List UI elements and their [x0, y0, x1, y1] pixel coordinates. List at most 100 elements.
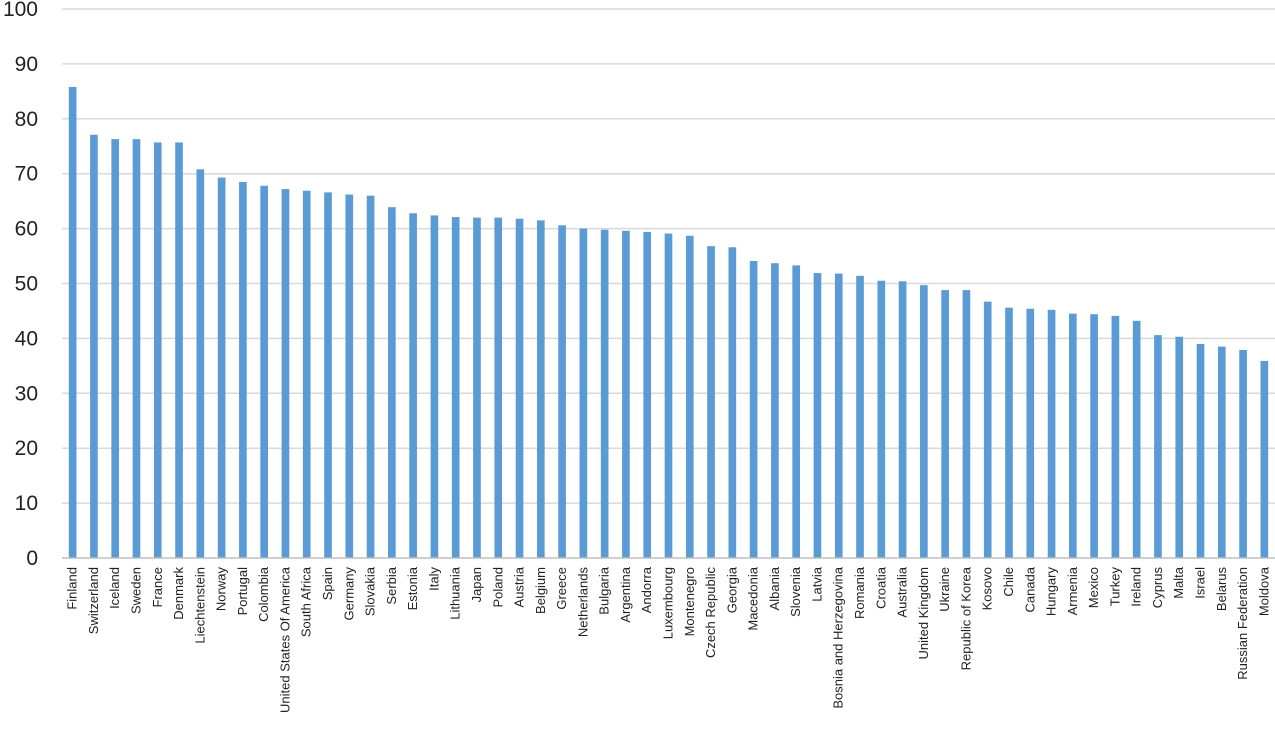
x-category-label: Australia: [895, 566, 910, 617]
x-category-label: Austria: [512, 566, 527, 607]
x-category-label: Sweden: [128, 567, 143, 614]
x-category-label: Georgia: [724, 566, 739, 613]
bar: [898, 281, 907, 558]
bar: [1047, 309, 1056, 558]
x-category-label: Armenia: [1065, 566, 1080, 615]
bar: [239, 181, 247, 558]
x-category-label: Bulgaria: [597, 566, 612, 614]
bar: [302, 190, 311, 558]
x-category-label: Ukraine: [937, 567, 952, 612]
y-tick-label: 100: [3, 0, 38, 21]
x-category-label: Macedonia: [746, 566, 761, 630]
x-category-label: Slovenia: [788, 566, 803, 617]
y-tick-label: 30: [15, 382, 38, 405]
bar: [409, 213, 417, 558]
x-category-label: Denmark: [171, 567, 186, 620]
bar: [1154, 335, 1162, 558]
x-category-label: Croatia: [873, 566, 888, 609]
bar: [856, 275, 864, 558]
x-category-label: Switzerland: [86, 567, 101, 634]
y-axis-ticks: 0 10 20 30 40 50 60 70 80 90 100: [3, 0, 38, 570]
x-category-label: United Kingdom: [916, 567, 931, 660]
x-category-label: Malta: [1171, 566, 1186, 599]
bar: [217, 177, 226, 558]
x-category-label: Japan: [469, 567, 484, 602]
bar: [771, 263, 779, 558]
x-category-label: Italy: [426, 567, 441, 591]
bar: [175, 142, 183, 559]
bar: [388, 207, 396, 558]
x-category-label: Slovakia: [363, 566, 378, 616]
bar: [622, 230, 630, 558]
x-category-label: Finland: [65, 567, 80, 610]
bar: [473, 217, 481, 558]
x-category-label: Albania: [767, 566, 782, 610]
y-tick-label: 0: [26, 547, 38, 570]
bar: [90, 134, 98, 558]
x-category-label: Latvia: [809, 566, 824, 601]
x-category-label: Spain: [320, 567, 335, 600]
bar: [1260, 360, 1269, 558]
bar: [1217, 346, 1226, 558]
x-category-label: Greece: [554, 567, 569, 610]
y-tick-label: 10: [15, 492, 38, 515]
bar: [132, 139, 141, 558]
x-category-label: Netherlands: [575, 567, 590, 638]
bar: [153, 142, 162, 559]
bar: [451, 217, 460, 559]
x-category-label: Poland: [490, 567, 505, 607]
x-category-label: Russian Federation: [1235, 567, 1250, 680]
bar: [515, 218, 524, 558]
bar: [1196, 343, 1205, 558]
bar: [941, 290, 949, 558]
bar: [281, 189, 290, 558]
x-category-label: Israel: [1193, 567, 1208, 599]
bar: [1005, 307, 1013, 558]
bar: [643, 231, 652, 559]
bar: [196, 169, 205, 559]
bar: [536, 220, 545, 559]
x-category-label: Norway: [214, 567, 229, 612]
y-tick-label: 80: [15, 108, 38, 131]
bar: [1175, 336, 1184, 558]
bar: [1090, 314, 1098, 558]
bar: [749, 260, 758, 558]
bar: [1069, 313, 1077, 558]
x-category-label: Andorra: [639, 566, 654, 613]
x-category-label: Moldova: [1256, 566, 1271, 616]
bar: [685, 235, 694, 558]
x-category-label: Belarus: [1214, 567, 1229, 612]
bar: [813, 273, 822, 558]
bar: [877, 280, 886, 558]
x-category-label: South Africa: [299, 566, 314, 637]
x-category-label: Montenegro: [682, 567, 697, 636]
x-category-label: Turkey: [1107, 567, 1122, 607]
x-category-label: Mexico: [1086, 567, 1101, 608]
bar: [494, 217, 503, 558]
x-category-label: Belgium: [533, 567, 548, 614]
bar: [260, 185, 268, 558]
y-tick-label: 60: [15, 218, 38, 241]
x-category-label: Hungary: [1044, 567, 1059, 617]
x-category-label: Chile: [1001, 567, 1016, 597]
y-tick-label: 50: [15, 273, 38, 296]
x-category-label: Republic of Korea: [958, 566, 973, 670]
y-tick-label: 40: [15, 327, 38, 350]
x-category-label: Lithuania: [448, 566, 463, 620]
bar: [707, 246, 715, 558]
x-category-label: Germany: [341, 567, 356, 621]
bar: [792, 265, 801, 558]
bar: [579, 228, 588, 558]
bar: [68, 86, 77, 558]
bar: [111, 139, 120, 558]
bar: [1132, 320, 1141, 558]
bar: [430, 215, 439, 558]
y-tick-label: 90: [15, 53, 38, 76]
x-axis-labels: Finland Switzerland Iceland Sweden France Den…: [65, 566, 1272, 713]
x-category-label: Cyprus: [1150, 567, 1165, 609]
x-category-label: Luxembourg: [661, 567, 676, 639]
y-tick-label: 70: [15, 163, 38, 186]
x-category-label: Estonia: [405, 566, 420, 610]
x-category-label: Serbia: [384, 566, 399, 604]
